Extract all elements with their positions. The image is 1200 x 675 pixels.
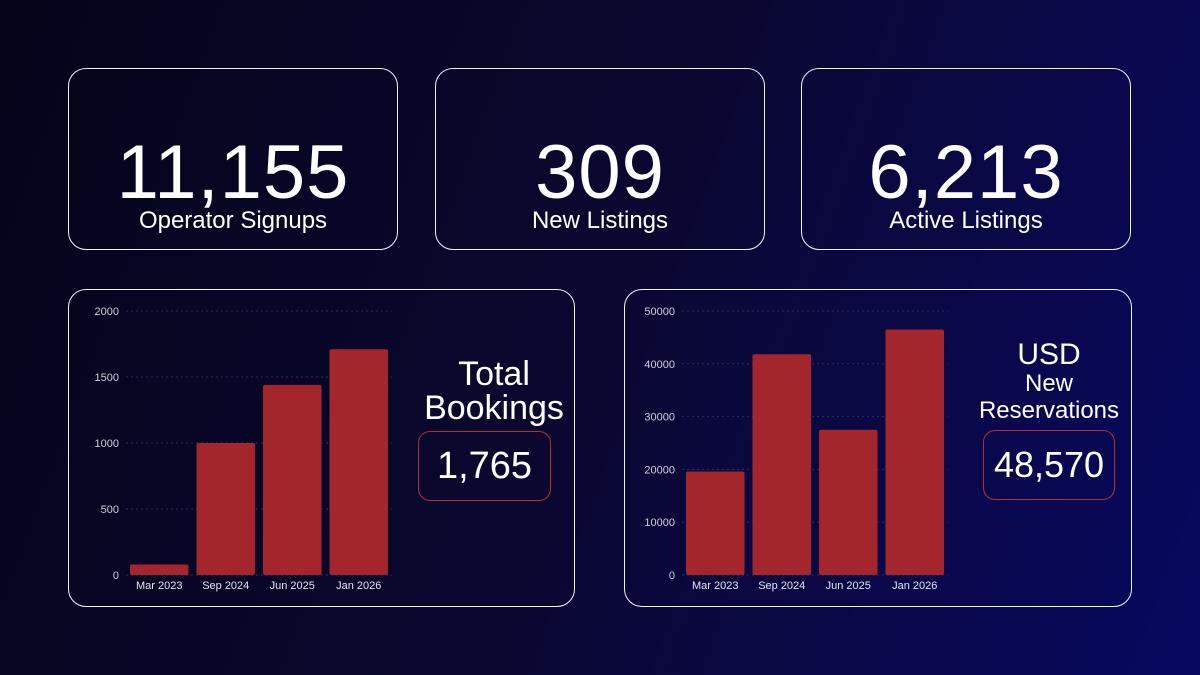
y-tick-label: 2000 <box>95 306 119 318</box>
bar <box>263 385 322 575</box>
chart-title-line: USD <box>965 340 1133 370</box>
y-tick-label: 1000 <box>95 438 119 450</box>
x-tick-label: Jan 2026 <box>892 580 937 592</box>
bar <box>686 472 745 575</box>
bar <box>197 443 256 575</box>
highlight-value: 48,570 <box>984 431 1114 499</box>
y-tick-label: 1500 <box>95 372 119 384</box>
stat-card-active-listings: 6,213 Active Listings <box>801 68 1131 250</box>
y-tick-label: 0 <box>113 570 119 582</box>
x-tick-label: Sep 2024 <box>202 580 249 592</box>
x-tick-label: Sep 2024 <box>758 580 805 592</box>
x-tick-label: Jun 2025 <box>826 580 871 592</box>
bar <box>819 430 878 575</box>
x-tick-label: Mar 2023 <box>692 580 738 592</box>
chart-title-line: New <box>965 370 1133 398</box>
y-tick-label: 20000 <box>644 464 675 476</box>
chart-card-new-reservations: 0 10000 20000 30000 40000 50000 Mar 2023 Sep 20… <box>624 289 1132 607</box>
stat-card-new-listings: 309 New Listings <box>435 68 765 250</box>
chart-title-text: Total Bookings <box>419 357 569 425</box>
bar <box>130 564 189 575</box>
bar <box>330 349 389 575</box>
stat-label: Active Listings <box>802 207 1130 235</box>
stat-value: 11,155 <box>69 135 397 211</box>
stat-card-operator-signups: 11,155 Operator Signups <box>68 68 398 250</box>
chart-title: USD New Reservations <box>965 340 1133 424</box>
new-reservations-chart: 0 10000 20000 30000 40000 50000 Mar 2023 Sep 20… <box>625 290 965 608</box>
y-tick-label: 30000 <box>644 412 675 424</box>
stat-label: New Listings <box>436 207 764 235</box>
y-tick-label: 50000 <box>644 306 675 318</box>
stat-value: 309 <box>436 135 764 211</box>
stat-value: 6,213 <box>802 135 1130 211</box>
chart-card-total-bookings: 0 500 1000 1500 2000 Mar 2023 Sep 2024 Jun 2025… <box>68 289 575 607</box>
x-tick-label: Jun 2025 <box>270 580 315 592</box>
y-tick-label: 0 <box>669 570 675 582</box>
new-reservations-highlight: 48,570 <box>983 430 1115 500</box>
chart-title-line: Reservations <box>965 398 1133 424</box>
bar <box>753 354 812 575</box>
y-tick-label: 500 <box>101 504 119 516</box>
chart-title: Total Bookings <box>409 357 579 425</box>
x-tick-label: Mar 2023 <box>136 580 182 592</box>
highlight-value: 1,765 <box>419 432 550 500</box>
x-tick-label: Jan 2026 <box>336 580 381 592</box>
total-bookings-highlight: 1,765 <box>418 431 551 501</box>
stat-label: Operator Signups <box>69 207 397 235</box>
bar <box>886 329 945 575</box>
y-tick-label: 40000 <box>644 359 675 371</box>
total-bookings-chart: 0 500 1000 1500 2000 Mar 2023 Sep 2024 Jun 2025… <box>69 290 409 608</box>
y-tick-label: 10000 <box>644 517 675 529</box>
